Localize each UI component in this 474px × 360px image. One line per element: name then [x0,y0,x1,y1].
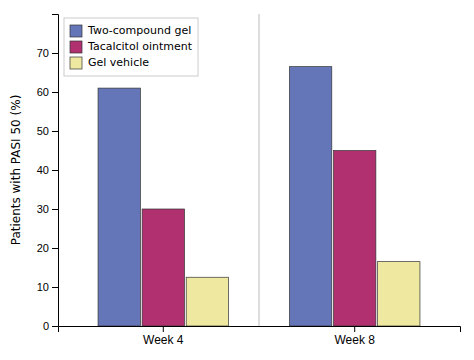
legend-swatch [70,57,82,69]
legend-item: Two-compound gel [70,24,191,37]
y-tick-label: 30 [37,203,49,215]
y-tick: 20 [37,242,58,254]
y-tick: 40 [37,164,58,176]
legend-item: Tacalcitol ointment [70,40,193,53]
bar [378,262,420,326]
legend-swatch [70,25,82,37]
y-tick: 60 [37,86,58,98]
bar-series [186,262,420,326]
bars [98,67,420,326]
y-tick-label: 40 [37,164,49,176]
y-tick-label: 70 [37,47,49,59]
y-tick-mark [52,287,58,288]
x-tick: Week 8 [334,326,375,347]
y-axis: 0 10 20 30 40 50 60 70 [37,15,59,333]
y-tick: 10 [37,281,58,293]
y-tick: 30 [37,203,58,215]
y-tick-mark [52,131,58,132]
y-tick: 50 [37,125,58,137]
legend-swatch [70,41,82,53]
y-tick-label: 0 [43,320,49,332]
y-axis-line [52,15,59,327]
legend-label: Two-compound gel [87,24,191,37]
y-tick-mark [52,248,58,249]
y-tick-label: 50 [37,125,49,137]
bar [289,67,331,326]
x-tick: Week 4 [143,326,184,347]
x-axis-line [59,327,461,333]
y-tick: 0 [43,320,58,332]
y-tick-label: 20 [37,242,49,254]
y-axis-title: Patients with PASI 50 (%) [9,95,23,246]
legend-label: Gel vehicle [88,56,149,69]
chart: 0 10 20 30 40 50 60 70 Week 4 Week 8 Two-compound … [0,0,474,360]
plot: 0 10 20 30 40 50 60 70 Week 4 Week 8 Two-compound … [37,14,461,347]
x-axis: Week 4 Week 8 [59,326,461,347]
legend-box [64,18,198,76]
legend-item: Gel vehicle [70,56,149,69]
y-tick-label: 10 [37,281,49,293]
x-tick-mark [354,326,355,332]
group-separator [259,14,260,326]
y-tick-label: 60 [37,86,49,98]
bar [334,151,376,327]
y-tick-mark [52,209,58,210]
y-tick: 70 [37,47,58,59]
x-tick-mark [163,326,164,332]
y-tick-mark [52,170,58,171]
y-tick-mark [52,92,58,93]
bar [98,88,140,326]
legend-label: Tacalcitol ointment [87,40,193,53]
x-tick-label: Week 8 [334,333,375,347]
legend: Two-compound gel Tacalcitol ointment Gel v… [64,18,198,76]
y-tick-mark [52,326,58,327]
bar [142,209,184,326]
y-tick-mark [52,53,58,54]
bar [186,277,228,326]
x-tick-label: Week 4 [143,333,184,347]
bar-series [98,67,332,326]
separators [259,14,260,326]
bar-series [142,151,376,327]
